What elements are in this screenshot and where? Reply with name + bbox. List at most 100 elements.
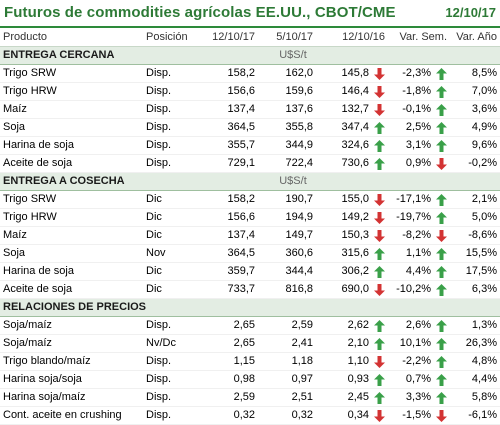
arrow-down-icon [436, 229, 447, 242]
weekly-change: -8,2% [402, 229, 431, 241]
table-row: Trigo SRW Disp. 158,2 162,0 145,8 -2,3% 8,5% [0, 64, 500, 83]
price-year-ago-cell: 0,93 [316, 370, 388, 389]
price-week-ago: 137,6 [258, 100, 316, 119]
arrow-up-icon [374, 247, 385, 260]
arrow-up-icon [436, 247, 447, 260]
section-unit: U$S/t [198, 172, 388, 191]
product-name: Maíz [0, 100, 143, 119]
price-current: 0,98 [198, 370, 258, 389]
product-name: Harina de soja [0, 262, 143, 281]
table-header-row: Producto Posición 12/10/17 5/10/17 12/10… [0, 28, 500, 47]
weekly-change: -1,8% [402, 85, 431, 97]
arrow-up-icon [436, 283, 447, 296]
yearly-change: 6,3% [450, 280, 500, 299]
arrow-up-icon [436, 265, 447, 278]
arrow-up-icon [436, 211, 447, 224]
price-year-ago-cell: 347,4 [316, 118, 388, 137]
arrow-up-icon [374, 139, 385, 152]
product-name: Trigo SRW [0, 190, 143, 209]
position: Nv/Dc [143, 334, 198, 353]
table-row: Trigo blando/maíz Disp. 1,15 1,18 1,10 -2,2% 4… [0, 352, 500, 371]
yearly-change: 26,3% [450, 334, 500, 353]
weekly-change: -2,3% [402, 67, 431, 79]
product-name: Harina de soja [0, 136, 143, 155]
price-year-ago: 145,8 [341, 67, 369, 79]
price-year-ago: 690,0 [341, 283, 369, 295]
price-current: 359,7 [198, 262, 258, 281]
price-year-ago-cell: 149,2 [316, 208, 388, 227]
price-week-ago: 190,7 [258, 190, 316, 209]
table-row: Maíz Dic 137,4 149,7 150,3 -8,2% -8,6% [0, 226, 500, 245]
price-week-ago: 360,6 [258, 244, 316, 263]
price-current: 1,15 [198, 352, 258, 371]
price-year-ago-cell: 150,3 [316, 226, 388, 245]
weekly-change: -10,2% [396, 283, 431, 295]
product-name: Trigo HRW [0, 82, 143, 101]
weekly-change-cell: 3,3% [388, 388, 450, 407]
yearly-change: -6,1% [450, 406, 500, 425]
product-name: Aceite de soja [0, 280, 143, 299]
price-year-ago-cell: 0,34 [316, 406, 388, 425]
price-week-ago: 159,6 [258, 82, 316, 101]
table-row: Trigo HRW Dic 156,6 194,9 149,2 -19,7% 5,0% [0, 208, 500, 227]
price-current: 137,4 [198, 226, 258, 245]
yearly-change: 5,0% [450, 208, 500, 227]
arrow-down-icon [374, 283, 385, 296]
col-header-var-sem: Var. Sem. [388, 28, 450, 47]
table-row: Harina de soja Disp. 355,7 344,9 324,6 3,1% 9,… [0, 136, 500, 155]
price-week-ago: 194,9 [258, 208, 316, 227]
page-title: Futuros de commodities agrícolas EE.UU.,… [4, 4, 396, 21]
weekly-change-cell: -0,1% [388, 100, 450, 119]
yearly-change: 4,8% [450, 352, 500, 371]
position: Dic [143, 208, 198, 227]
position: Disp. [143, 154, 198, 173]
price-year-ago: 150,3 [341, 229, 369, 241]
arrow-down-icon [374, 211, 385, 224]
weekly-change: 2,5% [405, 121, 431, 133]
table-row: Aceite de soja Disp. 729,1 722,4 730,6 0,9% -0… [0, 154, 500, 173]
price-year-ago: 146,4 [341, 85, 369, 97]
futures-table: Producto Posición 12/10/17 5/10/17 12/10… [0, 28, 500, 425]
product-name: Trigo HRW [0, 208, 143, 227]
weekly-change-cell: -19,7% [388, 208, 450, 227]
price-current: 2,59 [198, 388, 258, 407]
product-name: Maíz [0, 226, 143, 245]
table-row: Soja/maíz Disp. 2,65 2,59 2,62 2,6% 1,3% [0, 316, 500, 335]
position: Disp. [143, 316, 198, 335]
arrow-down-icon [374, 409, 385, 422]
weekly-change: 1,1% [405, 247, 431, 259]
weekly-change: 3,1% [405, 139, 431, 151]
section-filler [388, 298, 500, 317]
report-date: 12/10/17 [445, 5, 496, 20]
position: Disp. [143, 64, 198, 83]
weekly-change: 3,3% [405, 391, 431, 403]
table-row: Harina de soja Dic 359,7 344,4 306,2 4,4% 17,5… [0, 262, 500, 281]
yearly-change: 4,4% [450, 370, 500, 389]
col-header-year-ago: 12/10/16 [316, 28, 388, 47]
yearly-change: 9,6% [450, 136, 500, 155]
arrow-down-icon [374, 355, 385, 368]
section-unit [198, 298, 388, 317]
price-year-ago-cell: 324,6 [316, 136, 388, 155]
position: Dic [143, 262, 198, 281]
yearly-change: 3,6% [450, 100, 500, 119]
price-year-ago: 132,7 [341, 103, 369, 115]
arrow-up-icon [374, 265, 385, 278]
price-current: 158,2 [198, 190, 258, 209]
arrow-down-icon [374, 67, 385, 80]
table-row: Trigo SRW Dic 158,2 190,7 155,0 -17,1% 2,1% [0, 190, 500, 209]
price-year-ago: 0,93 [347, 373, 369, 385]
col-header-current: 12/10/17 [198, 28, 258, 47]
table-row: Soja Nov 364,5 360,6 315,6 1,1% 15,5% [0, 244, 500, 263]
weekly-change: -1,5% [402, 409, 431, 421]
weekly-change-cell: 2,5% [388, 118, 450, 137]
table-row: Harina soja/maíz Disp. 2,59 2,51 2,45 3,3% 5,8… [0, 388, 500, 407]
price-week-ago: 344,4 [258, 262, 316, 281]
weekly-change: 10,1% [399, 337, 431, 349]
price-year-ago-cell: 2,10 [316, 334, 388, 353]
price-week-ago: 149,7 [258, 226, 316, 245]
section-title: RELACIONES DE PRECIOS [0, 298, 198, 317]
product-name: Soja [0, 118, 143, 137]
product-name: Soja/maíz [0, 316, 143, 335]
yearly-change: 4,9% [450, 118, 500, 137]
